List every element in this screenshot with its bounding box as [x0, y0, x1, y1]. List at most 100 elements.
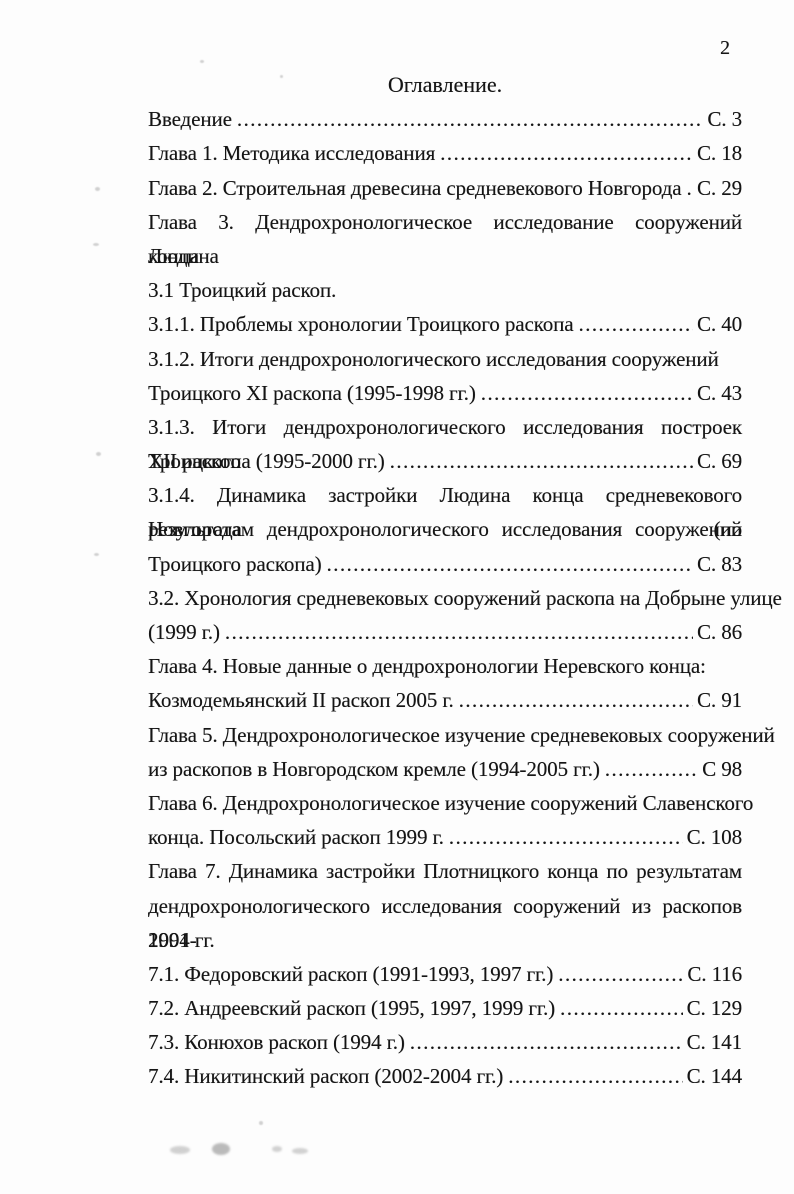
dot-leader: ........................................… [448, 825, 683, 850]
toc-entry-text: Глава 5. Дендрохронологическое изучение … [148, 722, 775, 747]
toc-entry-text: XII раскопа (1995-2000 гг.) [148, 449, 385, 474]
toc-line: 3.1 Троицкий раскоп. [148, 273, 742, 307]
toc-line-list: Введение ...............................… [148, 102, 782, 1093]
page-ref: С. 144 [686, 1064, 743, 1089]
toc-entry-text: Глава 4. Новые данные о дендрохронологии… [148, 654, 706, 679]
toc-entry-text: из раскопов в Новгородском кремле (1994-… [148, 756, 600, 781]
toc-line: 7.3. Конюхов раскоп (1994 г.) ..........… [148, 1025, 742, 1059]
page-title: Оглавление. [387, 72, 503, 97]
dot-leader: ........................................… [458, 688, 693, 713]
page-ref: С. 108 [686, 825, 743, 850]
toc-line: Глава 6. Дендрохронологическое изучение … [148, 786, 753, 820]
scan-artifact [94, 553, 99, 556]
toc-entry-text: 7.1. Федоровский раскоп (1991-1993, 1997… [148, 961, 554, 986]
toc-line: 3.1.2. Итоги дендрохронологического иссл… [148, 342, 742, 376]
page-ref: С. 116 [687, 961, 742, 986]
scan-artifact [212, 1143, 230, 1155]
toc-entry-text: (1999 г.) [148, 620, 220, 644]
scan-artifact [170, 1146, 190, 1154]
dot-leader: ........................................… [508, 1064, 682, 1089]
toc-entry-text: конца [148, 243, 199, 268]
toc-entry-text: 3.2. Хронология средневековых сооружений… [148, 585, 782, 610]
toc-entry-text: Глава 3. Дендрохронологическое исследова… [148, 209, 742, 268]
page-ref: С. 29 [696, 175, 742, 200]
toc-line: 2004 гг. [148, 923, 742, 957]
scan-artifact [96, 452, 101, 456]
toc-line: конца. Посольский раскоп 1999 г. .......… [148, 820, 742, 854]
scan-artifact [95, 187, 100, 191]
page-ref: С. 43 [696, 380, 742, 405]
page-ref: С 98 [702, 756, 742, 781]
toc-line: Глава 3. Дендрохронологическое исследова… [148, 205, 742, 268]
toc-line: 7.4. Никитинский раскоп (2002-2004 гг.) … [148, 1059, 742, 1093]
scan-artifact [200, 60, 204, 63]
toc-entry-text: 7.4. Никитинский раскоп (2002-2004 гг.) [148, 1064, 504, 1089]
scan-artifact [93, 243, 99, 246]
toc-line: конца [148, 239, 742, 273]
toc-entry-text: 7.3. Конюхов раскоп (1994 г.) [148, 1030, 405, 1055]
toc-entry-text: Глава 1. Методика исследования [148, 141, 436, 166]
toc-entry-text: результатам дендрохронологического иссле… [148, 517, 742, 542]
toc-line: 7.1. Федоровский раскоп (1991-1993, 1997… [148, 957, 742, 991]
dot-leader: ........................................… [558, 961, 684, 986]
toc-line: Введение ...............................… [148, 102, 742, 136]
dot-leader: ........................................… [686, 175, 693, 200]
dot-leader: ........................................… [224, 620, 693, 644]
toc-entry-text: Троицкого XI раскопа (1995-1998 гг.) [148, 380, 476, 405]
toc-line: Глава 4. Новые данные о дендрохронологии… [148, 649, 742, 683]
toc-line: Глава 7. Динамика застройки Плотницкого … [148, 854, 742, 888]
dot-leader: ........................................… [578, 312, 693, 337]
toc-line: 3.1.4. Динамика застройки Людина конца с… [148, 478, 742, 541]
toc-line: Глава 1. Методика исследования .........… [148, 136, 742, 170]
toc-line: Козмодемьянский II раскоп 2005 г. ......… [148, 683, 742, 717]
toc-entry-text: Введение [148, 107, 232, 132]
toc-entry-text: конца. Посольский раскоп 1999 г. [148, 825, 444, 850]
page-ref: С. 69 [696, 449, 742, 474]
dot-leader: ........................................… [409, 1030, 683, 1055]
toc-line: Глава 5. Дендрохронологическое изучение … [148, 718, 775, 752]
toc-line: из раскопов в Новгородском кремле (1994-… [148, 752, 742, 786]
page-ref: С. 91 [696, 688, 742, 713]
scan-artifact [272, 1146, 282, 1152]
dot-leader: ........................................… [389, 449, 693, 474]
toc-entry-text: 3.1.2. Итоги дендрохронологического иссл… [148, 346, 719, 371]
toc-line: Глава 2. Строительная древесина средневе… [148, 171, 742, 205]
dot-leader: ........................................… [560, 996, 683, 1021]
toc-entry-text: 3.1.4. Динамика застройки Людина конца с… [148, 483, 742, 542]
toc-line: 3.1.1. Проблемы хронологии Троицкого рас… [148, 307, 742, 341]
page-ref: С. 86 [696, 620, 742, 644]
dot-leader: ........................................… [440, 141, 693, 166]
toc-entry-text: дендрохронологического исследования соор… [148, 893, 742, 952]
toc-line: XII раскопа (1995-2000 гг.) ............… [148, 444, 742, 478]
toc-line: результатам дендрохронологического иссле… [148, 512, 742, 546]
dot-leader: ........................................… [326, 551, 693, 576]
toc-entry-text: 3.1.1. Проблемы хронологии Троицкого рас… [148, 312, 574, 337]
page-number: 2 [720, 37, 730, 59]
toc-line: 7.2. Андреевский раскоп (1995, 1997, 199… [148, 991, 742, 1025]
toc-line: (1999 г.) ..............................… [148, 615, 742, 649]
toc-entry-text: Глава 2. Строительная древесина средневе… [148, 175, 682, 200]
toc-entry-text: 2004 гг. [148, 927, 215, 952]
toc-entry-text: Козмодемьянский II раскоп 2005 г. [148, 688, 454, 713]
toc-line: дендрохронологического исследования соор… [148, 889, 742, 952]
dot-leader: ........................................… [604, 756, 698, 781]
toc-entry-text: Троицкого раскопа) [148, 551, 322, 576]
dot-leader: ........................................… [236, 107, 704, 132]
toc-entry-text: 3.1 Троицкий раскоп. [148, 278, 337, 303]
toc-line: Троицкого раскопа) .....................… [148, 547, 742, 581]
scan-artifact [259, 1121, 263, 1125]
page-ref: С. 18 [696, 141, 742, 166]
page-ref: С. 40 [696, 312, 742, 337]
table-of-contents: Оглавление. Введение ...................… [148, 68, 782, 1094]
scan-artifact [292, 1148, 308, 1154]
toc-line: 3.2. Хронология средневековых сооружений… [148, 581, 782, 615]
page-ref: С. 141 [686, 1030, 743, 1055]
page-ref: С. 3 [707, 107, 742, 132]
page-ref: С. 83 [696, 551, 742, 576]
toc-line: 3.1.3. Итоги дендрохронологического иссл… [148, 410, 742, 473]
toc-entry-text: Глава 6. Дендрохронологическое изучение … [148, 790, 754, 815]
page-ref: С. 129 [686, 996, 743, 1021]
dot-leader: ........................................… [480, 380, 693, 405]
scan-artifact [280, 75, 283, 78]
